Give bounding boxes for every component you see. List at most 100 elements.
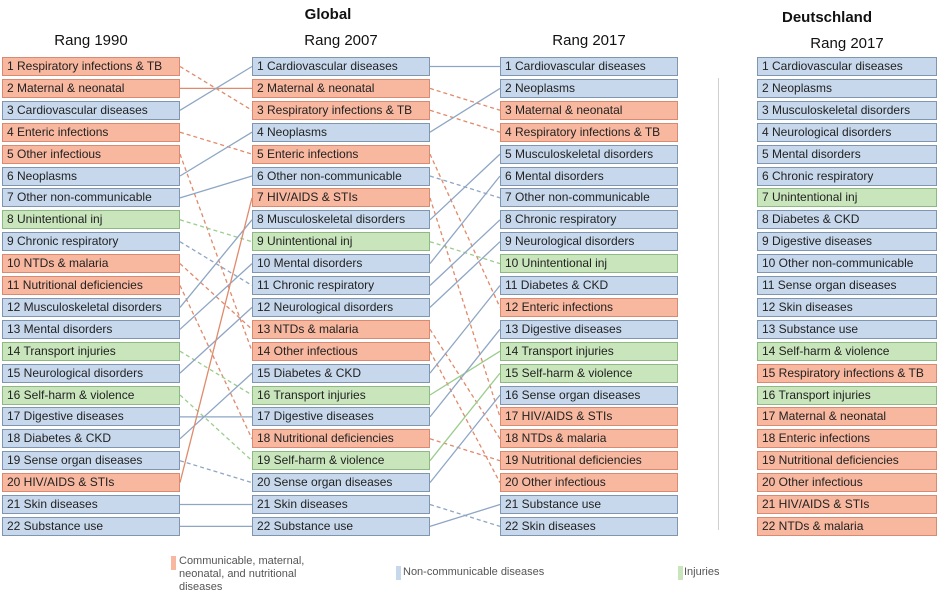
rank-2007-item: 14 Other infectious — [252, 341, 430, 361]
rank-connector-line — [179, 263, 253, 330]
rank-connector-line — [179, 219, 253, 243]
rank-connector-line — [179, 460, 253, 484]
rank-connector-line — [179, 153, 253, 352]
rank-2017-item: 3 Maternal & neonatal — [500, 100, 678, 120]
rank-2007-item: 13 NTDs & malaria — [252, 319, 430, 339]
legend-swatch-injuries — [678, 566, 683, 580]
rank-connector-line — [429, 87, 501, 111]
col-2017-header: Rang 2017 — [552, 32, 626, 49]
rank-2007-item: 18 Nutritional deficiencies — [252, 429, 430, 449]
rank-2007-item: 6 Other non-communicable — [252, 166, 430, 186]
legend-swatch-communicable — [171, 556, 176, 570]
rank-2007-item: 3 Respiratory infections & TB — [252, 100, 430, 120]
rank-connector-line — [179, 175, 253, 199]
rank-2007-item: 16 Transport injuries — [252, 385, 430, 405]
rank-1990-item: 14 Transport injuries — [2, 341, 180, 361]
col-germany-2017-header: Rang 2017 — [810, 35, 884, 52]
rank-2007-item: 15 Diabetes & CKD — [252, 363, 430, 383]
rank-1990-item: 21 Skin diseases — [2, 495, 180, 514]
rank-2007-item: 12 Neurological disorders — [252, 297, 430, 317]
column-divider — [718, 78, 719, 530]
germany-2017-item: 16 Transport injuries — [757, 385, 937, 405]
rank-2017-item: 4 Respiratory infections & TB — [500, 122, 678, 142]
germany-2017-item: 8 Diabetes & CKD — [757, 210, 937, 230]
germany-2017-item: 10 Other non-communicable — [757, 254, 937, 274]
rank-2007-item: 1 Cardiovascular diseases — [252, 57, 430, 76]
germany-2017-item: 11 Sense organ diseases — [757, 276, 937, 295]
germany-2017-item: 2 Neoplasms — [757, 78, 937, 98]
rank-1990-item: 16 Self-harm & violence — [2, 385, 180, 405]
legend-swatch-noncommunicable — [396, 566, 401, 580]
rank-1990-item: 22 Substance use — [2, 516, 180, 536]
rank-1990-item: 18 Diabetes & CKD — [2, 429, 180, 449]
rank-connector-line — [429, 219, 501, 286]
rank-1990-item: 5 Other infectious — [2, 144, 180, 164]
rank-1990-item: 2 Maternal & neonatal — [2, 78, 180, 98]
rank-1990-item: 8 Unintentional inj — [2, 210, 180, 230]
rank-2007-item: 7 HIV/AIDS & STIs — [252, 188, 430, 208]
rank-connector-line — [429, 503, 501, 528]
rank-2007-item: 11 Chronic respiratory — [252, 276, 430, 295]
rank-1990-item: 10 NTDs & malaria — [2, 254, 180, 274]
germany-2017-item: 21 HIV/AIDS & STIs — [757, 495, 937, 514]
rank-2017-item: 17 HIV/AIDS & STIs — [500, 407, 678, 427]
rank-2007-item: 9 Unintentional inj — [252, 232, 430, 252]
rank-connector-line — [429, 372, 501, 462]
rank-1990-item: 9 Chronic respiratory — [2, 232, 180, 252]
rank-2007-item: 4 Neoplasms — [252, 122, 430, 142]
germany-2017-item: 17 Maternal & neonatal — [757, 407, 937, 427]
rank-2017-item: 12 Enteric infections — [500, 297, 678, 317]
rank-1990-item: 7 Other non-communicable — [2, 188, 180, 208]
germany-2017-item: 13 Substance use — [757, 319, 937, 339]
rank-connector-line — [179, 263, 253, 330]
rank-1990-item: 12 Musculoskeletal disorders — [2, 297, 180, 317]
rank-1990-item: 15 Neurological disorders — [2, 363, 180, 383]
germany-title: Deutschland — [781, 9, 872, 26]
germany-2017-item: 19 Nutritional deficiencies — [757, 451, 937, 471]
rank-2017-item: 15 Self-harm & violence — [500, 363, 678, 383]
rank-2017-item: 18 NTDs & malaria — [500, 429, 678, 449]
rank-connector-line — [179, 131, 253, 155]
rank-2017-item: 5 Musculoskeletal disorders — [500, 144, 678, 164]
rank-connector-line — [179, 219, 253, 308]
rank-2007-item: 22 Substance use — [252, 516, 430, 536]
rank-2007-item: 8 Musculoskeletal disorders — [252, 210, 430, 230]
rank-connector-line — [429, 328, 501, 418]
rank-connector-line — [429, 87, 501, 133]
col-1990-header: Rang 1990 — [54, 32, 128, 49]
legend-label-injuries: Injuries — [684, 566, 720, 578]
rank-connector-line — [429, 350, 501, 483]
rank-2017-item: 21 Substance use — [500, 495, 678, 514]
rank-2007-item: 10 Mental disorders — [252, 254, 430, 274]
germany-2017-item: 1 Cardiovascular diseases — [757, 57, 937, 76]
rank-1990-item: 1 Respiratory infections & TB — [2, 57, 180, 76]
rank-connector-line — [429, 197, 501, 418]
rank-connector-line — [429, 328, 501, 440]
rank-2017-item: 16 Sense organ diseases — [500, 385, 678, 405]
germany-2017-item: 15 Respiratory infections & TB — [757, 363, 937, 383]
germany-2017-item: 22 NTDs & malaria — [757, 516, 937, 536]
rank-2017-item: 2 Neoplasms — [500, 78, 678, 98]
germany-2017-item: 9 Digestive diseases — [757, 232, 937, 252]
rank-2017-item: 9 Neurological disorders — [500, 232, 678, 252]
rank-2017-item: 8 Chronic respiratory — [500, 210, 678, 230]
rank-2007-item: 5 Enteric infections — [252, 144, 430, 164]
rank-connector-line — [429, 438, 501, 462]
rank-2017-item: 22 Skin diseases — [500, 516, 678, 536]
rank-2017-item: 19 Nutritional deficiencies — [500, 451, 678, 471]
germany-2017-item: 6 Chronic respiratory — [757, 166, 937, 186]
germany-2017-item: 14 Self-harm & violence — [757, 341, 937, 361]
legend-label-noncommunicable: Non-communicable diseases — [403, 566, 545, 578]
rank-connector-line — [179, 65, 253, 111]
rank-1990-item: 17 Digestive diseases — [2, 407, 180, 427]
legend-label-communicable: Communicable, maternal, neonatal, and nu… — [179, 555, 305, 593]
rank-1990-item: 6 Neoplasms — [2, 166, 180, 186]
global-title: Global — [304, 6, 352, 23]
rank-2017-item: 11 Diabetes & CKD — [500, 276, 678, 295]
rank-1990-item: 20 HIV/AIDS & STIs — [2, 473, 180, 493]
rank-1990-item: 13 Mental disorders — [2, 319, 180, 339]
rank-1990-item: 11 Nutritional deficiencies — [2, 276, 180, 295]
rank-2007-item: 17 Digestive diseases — [252, 407, 430, 427]
rank-connector-line — [429, 241, 501, 308]
germany-2017-item: 4 Neurological disorders — [757, 122, 937, 142]
